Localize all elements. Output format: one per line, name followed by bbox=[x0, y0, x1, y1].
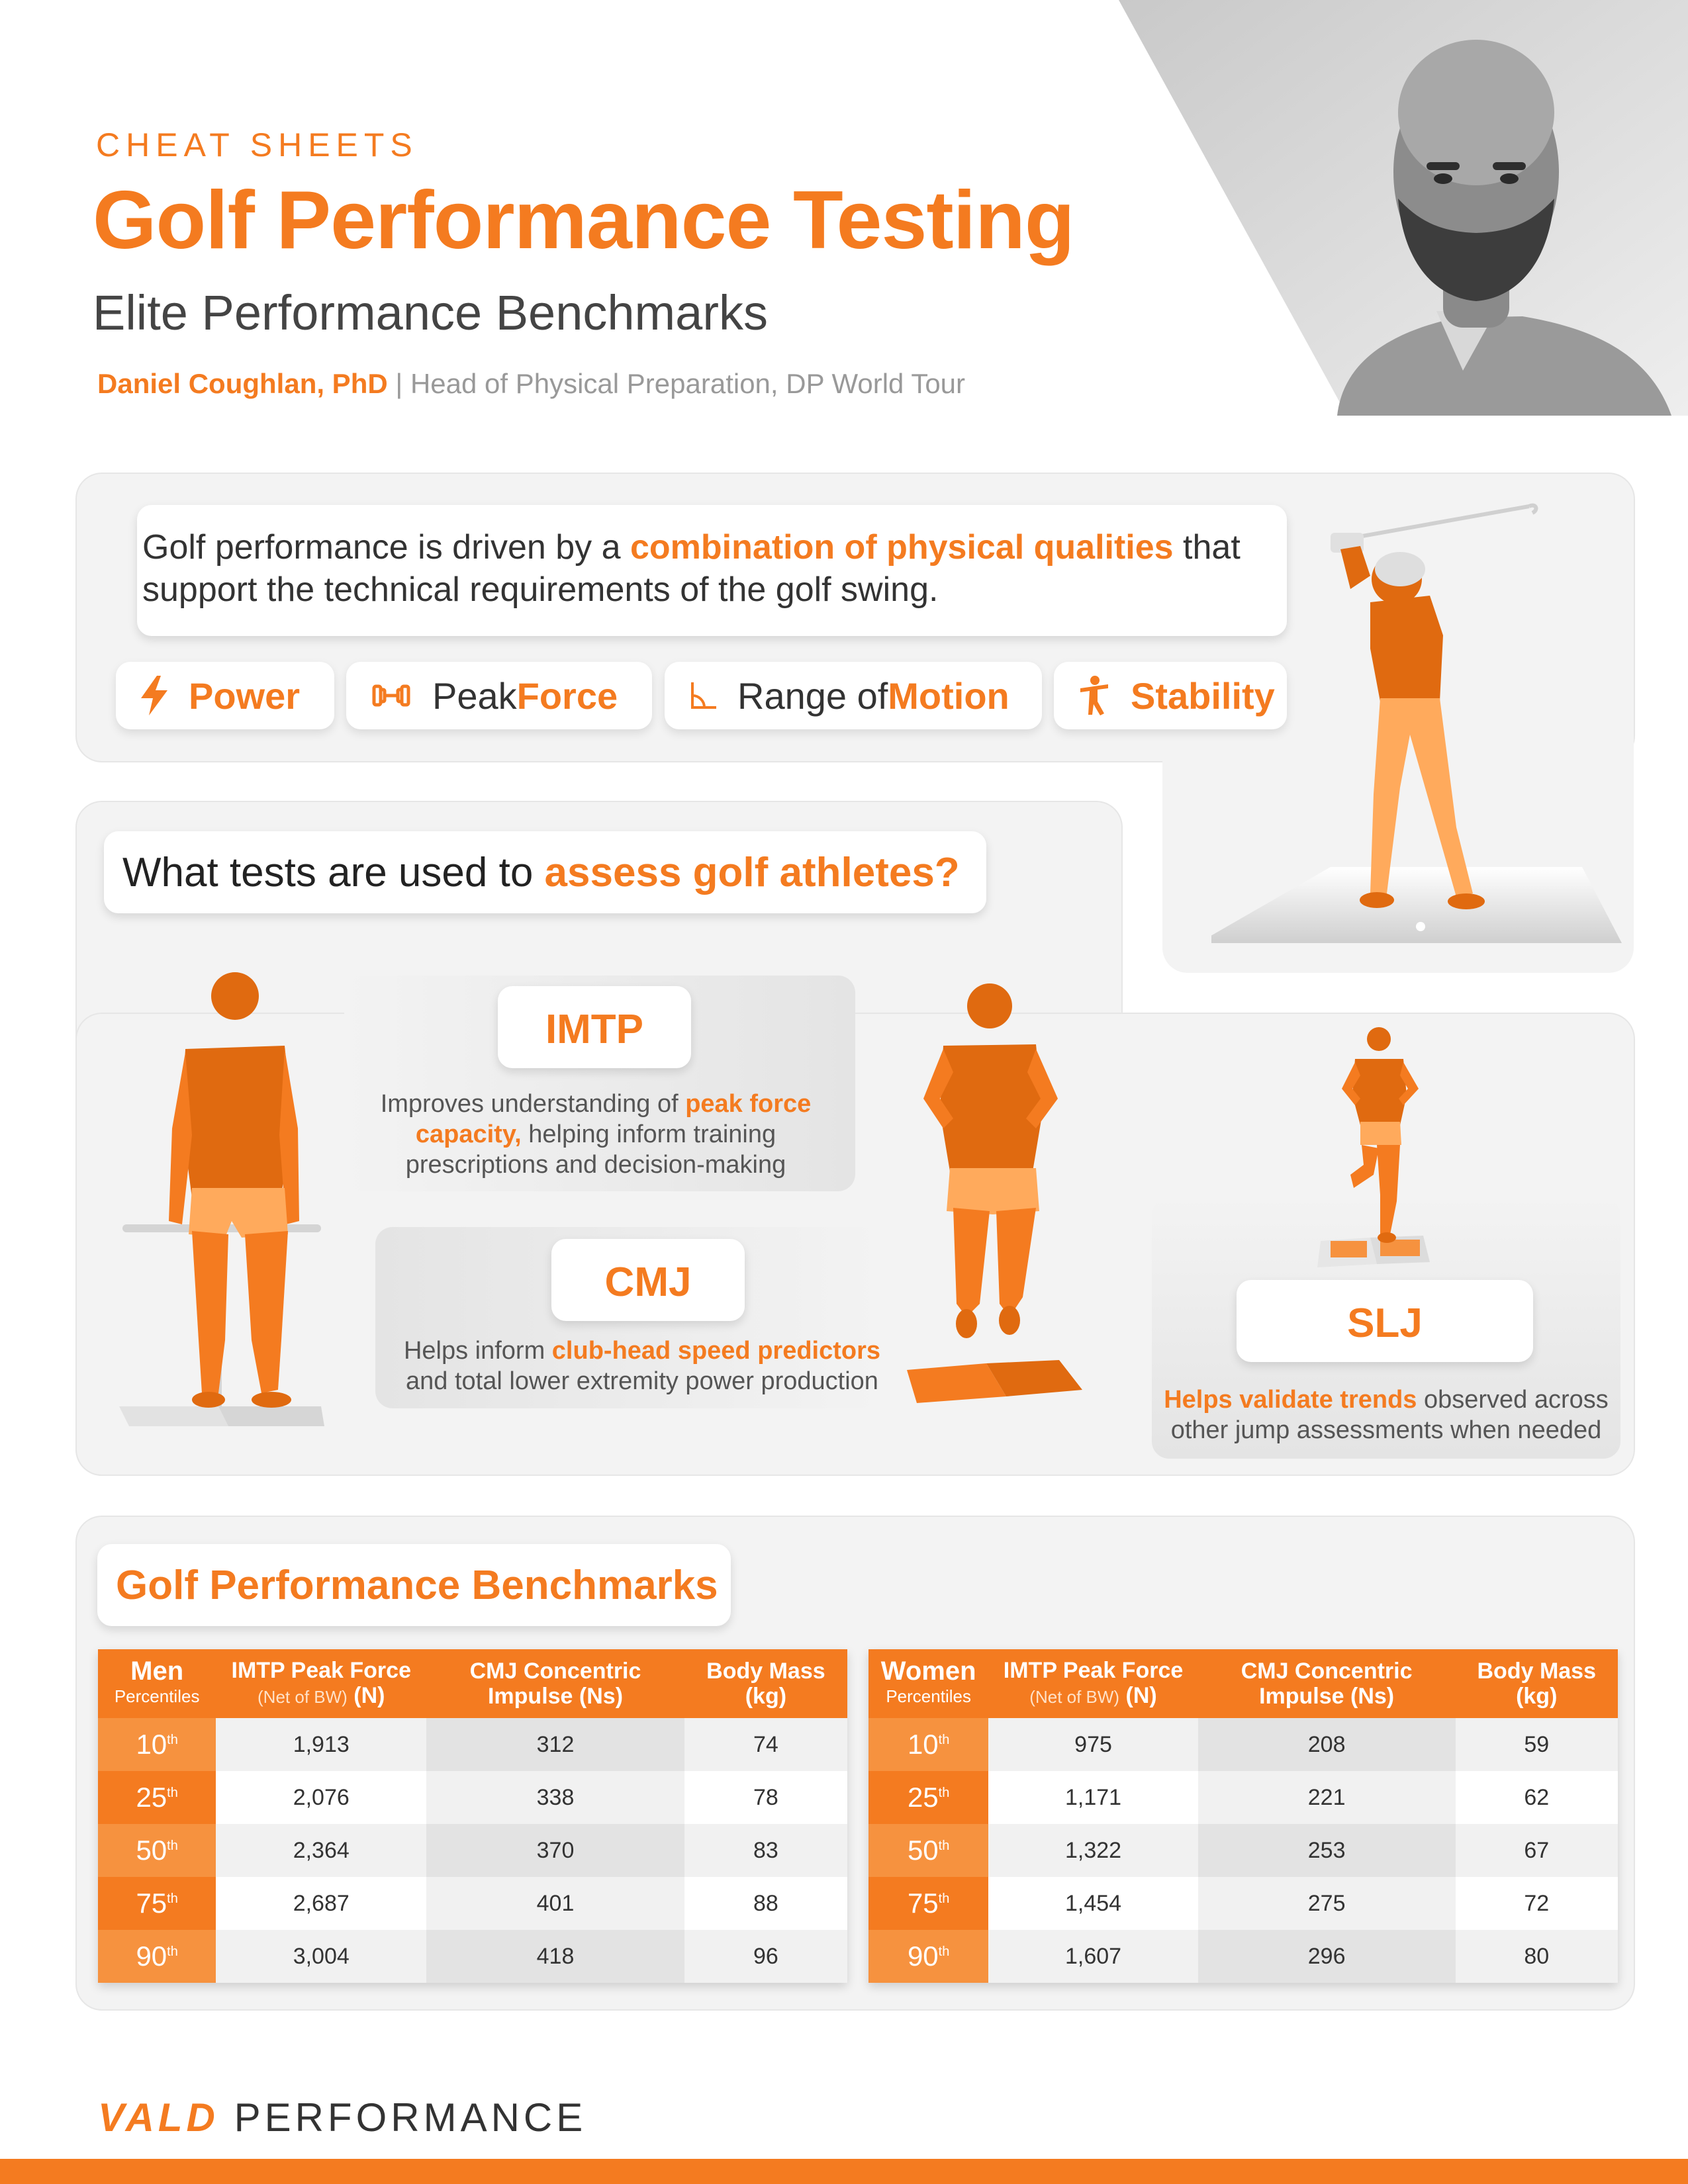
vald-logo: VALD PERFORMANCE bbox=[98, 2095, 587, 2140]
imtp-cell: 1,607 bbox=[988, 1930, 1198, 1983]
table-row: 90th 1,607 296 80 bbox=[868, 1930, 1618, 1983]
benchmarks-title: Golf Performance Benchmarks bbox=[116, 1563, 718, 1608]
imtp-cell: 1,454 bbox=[988, 1877, 1198, 1930]
quality-peak-force: Peak Force bbox=[346, 662, 652, 729]
body-mass-cell: 62 bbox=[1455, 1771, 1618, 1824]
intro-card bbox=[137, 505, 1287, 636]
cmj-cell: 208 bbox=[1197, 1718, 1456, 1771]
author-name: Daniel Coughlan, PhD bbox=[97, 368, 388, 399]
author-role: | Head of Physical Preparation, DP World… bbox=[395, 368, 966, 399]
percentile-cell: 50th bbox=[98, 1824, 216, 1877]
cmj-cell: 338 bbox=[426, 1771, 684, 1824]
imtp-cell: 975 bbox=[988, 1718, 1198, 1771]
cmj-cell: 296 bbox=[1197, 1930, 1456, 1983]
cmj-cell: 275 bbox=[1197, 1877, 1456, 1930]
body-mass-cell: 83 bbox=[684, 1824, 847, 1877]
percentile-header: Women Percentiles bbox=[868, 1649, 989, 1718]
body-mass-header: Body Mass (kg) bbox=[684, 1649, 847, 1718]
table-row: 75th 1,454 275 72 bbox=[868, 1877, 1618, 1930]
table-row: 10th 975 208 59 bbox=[868, 1718, 1618, 1771]
quality-stability: Stability bbox=[1054, 662, 1287, 729]
cmj-description: Helps inform club-head speed predictors … bbox=[403, 1337, 881, 1395]
percentile-cell: 25th bbox=[868, 1771, 989, 1824]
slj-description: Helps validate trends observed across ot… bbox=[1164, 1386, 1609, 1444]
percentile-cell: 25th bbox=[98, 1771, 216, 1824]
balance-figure-icon bbox=[1080, 676, 1108, 715]
page-subtitle: Elite Performance Benchmarks bbox=[93, 285, 768, 340]
kicker-label: CHEAT SHEETS bbox=[96, 126, 418, 163]
body-mass-cell: 88 bbox=[684, 1877, 847, 1930]
men-benchmarks-table: Men Percentiles IMTP Peak Force (Net of … bbox=[98, 1649, 847, 1983]
percentile-cell: 90th bbox=[868, 1930, 989, 1983]
cmj-cell: 370 bbox=[426, 1824, 684, 1877]
cmj-cell: 221 bbox=[1197, 1771, 1456, 1824]
percentile-cell: 75th bbox=[98, 1877, 216, 1930]
slj-athlete-illustration bbox=[1317, 1027, 1430, 1267]
cmj-cell: 401 bbox=[426, 1877, 684, 1930]
percentile-header: Men Percentiles bbox=[98, 1649, 216, 1718]
golfer-illustration bbox=[1211, 503, 1622, 943]
slj-title-card bbox=[1237, 1280, 1533, 1362]
table-row: 10th 1,913 312 74 bbox=[98, 1718, 847, 1771]
imtp-cell: 1,171 bbox=[988, 1771, 1198, 1824]
slj-title: SLJ bbox=[1347, 1300, 1423, 1346]
dumbbell-icon bbox=[372, 684, 410, 707]
cmj-header: CMJ Concentric Impulse (Ns) bbox=[426, 1649, 684, 1718]
body-mass-cell: 74 bbox=[684, 1718, 847, 1771]
body-mass-cell: 59 bbox=[1455, 1718, 1618, 1771]
imtp-cell: 2,687 bbox=[216, 1877, 427, 1930]
body-mass-cell: 80 bbox=[1455, 1930, 1618, 1983]
percentile-cell: 90th bbox=[98, 1930, 216, 1983]
imtp-cell: 2,076 bbox=[216, 1771, 427, 1824]
author-byline: Daniel Coughlan, PhD | Head of Physical … bbox=[97, 368, 965, 400]
lightning-icon bbox=[141, 676, 167, 715]
imtp-cell: 1,322 bbox=[988, 1824, 1198, 1877]
body-mass-cell: 78 bbox=[684, 1771, 847, 1824]
body-mass-cell: 96 bbox=[684, 1930, 847, 1983]
portrait-photo bbox=[1337, 40, 1671, 416]
women-benchmarks-table: Women Percentiles IMTP Peak Force (Net o… bbox=[868, 1649, 1618, 1983]
quality-range-of-motion: Range of Motion bbox=[665, 662, 1042, 729]
table-row: 25th 2,076 338 78 bbox=[98, 1771, 847, 1824]
header-photo-area bbox=[1119, 0, 1688, 416]
percentile-cell: 10th bbox=[868, 1718, 989, 1771]
tests-question: What tests are used to assess golf athle… bbox=[122, 850, 960, 895]
imtp-title: IMTP bbox=[545, 1007, 644, 1052]
percentile-cell: 10th bbox=[98, 1718, 216, 1771]
table-header-row: Women Percentiles IMTP Peak Force (Net o… bbox=[868, 1649, 1618, 1718]
body-mass-cell: 67 bbox=[1455, 1824, 1618, 1877]
table-row: 25th 1,171 221 62 bbox=[868, 1771, 1618, 1824]
body-mass-cell: 72 bbox=[1455, 1877, 1618, 1930]
imtp-cell: 2,364 bbox=[216, 1824, 427, 1877]
table-row: 75th 2,687 401 88 bbox=[98, 1877, 847, 1930]
imtp-header: IMTP Peak Force (Net of BW) (N) bbox=[216, 1649, 427, 1718]
quality-power: Power bbox=[116, 662, 334, 729]
imtp-description: Improves understanding of peak force cap… bbox=[380, 1090, 812, 1179]
bottom-accent-bar bbox=[0, 2159, 1688, 2184]
cmj-cell: 253 bbox=[1197, 1824, 1456, 1877]
table-header-row: Men Percentiles IMTP Peak Force (Net of … bbox=[98, 1649, 847, 1718]
cmj-title-card bbox=[551, 1239, 745, 1321]
cmj-cell: 312 bbox=[426, 1718, 684, 1771]
imtp-title-card bbox=[498, 986, 691, 1068]
body-mass-header: Body Mass (kg) bbox=[1455, 1649, 1618, 1718]
benchmarks-title-card bbox=[97, 1544, 731, 1626]
table-row: 50th 2,364 370 83 bbox=[98, 1824, 847, 1877]
table-row: 50th 1,322 253 67 bbox=[868, 1824, 1618, 1877]
intro-text: Golf performance is driven by a combinat… bbox=[142, 528, 1241, 609]
table-row: 90th 3,004 418 96 bbox=[98, 1930, 847, 1983]
cmj-cell: 418 bbox=[426, 1930, 684, 1983]
imtp-header: IMTP Peak Force (Net of BW) (N) bbox=[988, 1649, 1198, 1718]
imtp-cell: 3,004 bbox=[216, 1930, 427, 1983]
cmj-title: CMJ bbox=[604, 1259, 692, 1305]
angle-icon bbox=[691, 682, 716, 709]
question-card bbox=[104, 831, 986, 913]
percentile-cell: 50th bbox=[868, 1824, 989, 1877]
percentile-cell: 75th bbox=[868, 1877, 989, 1930]
cmj-athlete-illustration bbox=[907, 983, 1082, 1403]
page-title: Golf Performance Testing bbox=[93, 175, 1075, 266]
cmj-header: CMJ Concentric Impulse (Ns) bbox=[1197, 1649, 1456, 1718]
imtp-cell: 1,913 bbox=[216, 1718, 427, 1771]
imtp-athlete-illustration bbox=[119, 972, 324, 1426]
